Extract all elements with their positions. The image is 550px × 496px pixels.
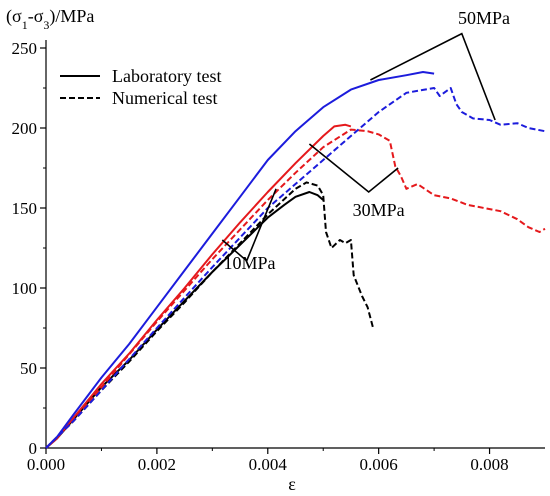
x-tick-label: 0.002	[138, 455, 176, 474]
y-tick-label: 0	[29, 439, 38, 458]
annotation-leader	[221, 188, 277, 263]
series-line-3-dashed	[45, 128, 546, 449]
series-line-1-dashed	[45, 181, 375, 449]
y-tick-label: 100	[12, 279, 38, 298]
y-tick-label: 150	[12, 199, 38, 218]
y-tick-label: 250	[12, 39, 38, 58]
x-tick-label: 0.006	[360, 455, 398, 474]
legend-label: Numerical test	[112, 88, 217, 108]
x-tick-label: 0.000	[27, 455, 65, 474]
series-line-2-solid	[45, 123, 352, 449]
annotation-label: 30MPa	[353, 200, 405, 220]
y-tick-label: 50	[20, 359, 37, 378]
x-tick-label: 0.008	[470, 455, 508, 474]
series-line-0-solid	[45, 191, 324, 449]
annotation-leader	[370, 32, 496, 121]
chart-axes: 0 50 100 150 200 250 0.000 0.002 0.004 0.006 0.008	[12, 39, 545, 474]
series-line-5-dashed	[45, 87, 546, 449]
y-tick-label: 200	[12, 119, 38, 138]
annotation-label: 50MPa	[458, 8, 510, 28]
x-axis-label: ε	[288, 474, 296, 494]
series-line-4-solid	[45, 71, 435, 449]
chart-annotations: 50MPa 30MPa 10MPa	[221, 8, 510, 273]
y-axis-label: (σ1-σ3)/MPa	[6, 6, 94, 32]
x-tick-label: 0.004	[249, 455, 288, 474]
annotation-label: 10MPa	[223, 253, 275, 273]
legend-label: Laboratory test	[112, 66, 221, 86]
annotation-leader	[308, 143, 399, 194]
chart-series	[45, 71, 546, 449]
